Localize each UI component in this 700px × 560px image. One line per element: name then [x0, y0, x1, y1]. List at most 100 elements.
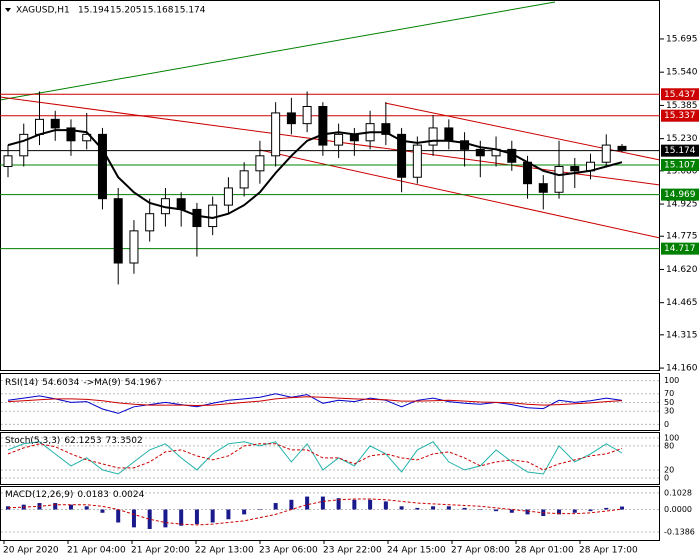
rsi-frame — [0, 373, 660, 431]
rsi-label: RSI(14) 54.6034 ->MA(9) 54.1967 — [5, 378, 162, 388]
macd-bar — [320, 496, 325, 510]
macd-bar — [431, 506, 436, 510]
macd-bar — [383, 501, 388, 510]
stoch-line — [7, 443, 623, 471]
level-label: 15.437 — [664, 90, 696, 100]
y-tick-label: 15.080 — [666, 166, 698, 176]
y-tick-label: 0 — [664, 473, 669, 482]
y-tick-label: 0 — [664, 420, 669, 429]
stoch-main-value: 62.1253 — [64, 436, 101, 446]
candle-body — [286, 112, 296, 125]
candle-body — [554, 166, 564, 193]
trend-line — [0, 1, 556, 101]
macd-bar — [336, 498, 341, 510]
y-tick-label: 15.230 — [666, 134, 698, 144]
macd-bar — [557, 509, 562, 515]
candle-body — [145, 213, 155, 232]
y-tick-label: 14.775 — [666, 232, 698, 242]
macd-bar — [446, 506, 451, 510]
x-tick-label: 24 Apr 15:00 — [387, 546, 446, 556]
macd-bar — [289, 499, 294, 510]
x-tick-label: 28 Apr 01:00 — [515, 546, 574, 556]
macd-bar — [6, 506, 10, 510]
candle-body — [318, 105, 328, 146]
candle-body — [97, 133, 107, 200]
candle-body — [239, 170, 249, 189]
y-tick-label: 70 — [664, 389, 674, 398]
stoch-label: Stoch(5,3,3) 62.1253 73.3502 — [5, 436, 143, 446]
candle-body — [50, 118, 60, 129]
x-tick-label: 28 Apr 17:00 — [579, 546, 638, 556]
macd-bar — [53, 503, 58, 510]
candle-body — [66, 127, 76, 142]
x-tick-label: 20 Apr 2020 — [3, 546, 59, 556]
macd-bar — [116, 509, 121, 523]
candle-body — [523, 161, 533, 185]
y-tick-label: 14.925 — [666, 200, 698, 210]
macd-bar — [509, 509, 514, 513]
candle-body — [192, 208, 202, 228]
level-label-box — [661, 242, 699, 255]
candle-body — [302, 105, 312, 125]
x-tick-label: 21 Apr 20:00 — [131, 546, 190, 556]
level-label: 15.174 — [664, 146, 696, 156]
level-label-box — [661, 144, 699, 157]
macd-bar — [273, 503, 278, 510]
menu-arrow — [5, 8, 11, 12]
x-tick-label: 23 Apr 06:00 — [259, 546, 318, 556]
x-tick-label: 22 Apr 13:00 — [195, 546, 254, 556]
macd-bar — [368, 499, 373, 510]
macd-name: MACD(12,26,9) — [5, 490, 73, 500]
symbol: XAGUSD,H1 — [16, 6, 70, 16]
stoch-signal-value: 73.3502 — [106, 436, 143, 446]
y-tick-label: 14.315 — [666, 330, 698, 340]
y-tick-label: 30 — [664, 407, 674, 416]
y-tick-label: 14.160 — [666, 364, 698, 374]
y-tick-label: 100 — [664, 433, 679, 442]
level-label-box — [661, 109, 699, 122]
candle-body — [19, 133, 29, 157]
macd-bar — [194, 509, 199, 525]
macd-bar — [620, 506, 624, 510]
candle-body — [208, 204, 218, 228]
y-tick-label: 20 — [664, 465, 674, 474]
stoch-frame — [0, 432, 660, 485]
macd-signal-value: 0.0024 — [113, 490, 145, 500]
macd-bar — [462, 507, 467, 510]
macd-bar — [525, 509, 530, 515]
y-tick-label: 14.465 — [666, 298, 698, 308]
candle-body — [475, 148, 485, 157]
candle-body — [271, 112, 281, 157]
candle-body — [223, 187, 233, 206]
y-tick-label: 15.385 — [666, 101, 698, 111]
y-tick-label: 80 — [664, 441, 674, 450]
candle-body — [412, 144, 422, 178]
x-tick-label: 21 Apr 04:00 — [67, 546, 126, 556]
main-frame — [0, 0, 660, 371]
candle-body — [428, 127, 438, 146]
level-label-box — [661, 88, 699, 101]
rsi-line — [7, 393, 623, 414]
candle-body — [34, 118, 44, 135]
y-tick-label: 100 — [664, 376, 679, 385]
panel-frames — [0, 0, 660, 541]
macd-bar — [588, 509, 593, 512]
rsi-ma-name: ->MA(9) — [83, 378, 120, 388]
candle-body — [3, 155, 13, 168]
macd-label: MACD(12,26,9) 0.0183 0.0024 — [5, 490, 145, 500]
level-label-box — [661, 188, 699, 201]
macd-frame — [0, 486, 660, 541]
macd-bar — [242, 509, 247, 515]
candle-body — [397, 133, 407, 178]
macd-bar — [415, 507, 420, 510]
candle-body — [460, 140, 470, 150]
macd-bar — [478, 509, 483, 511]
rsi-line — [7, 396, 623, 407]
macd-bar — [147, 509, 152, 529]
level-label: 15.337 — [664, 111, 696, 121]
candle-body — [570, 166, 580, 172]
macd-bar — [100, 509, 105, 513]
macd-bar — [84, 506, 89, 510]
